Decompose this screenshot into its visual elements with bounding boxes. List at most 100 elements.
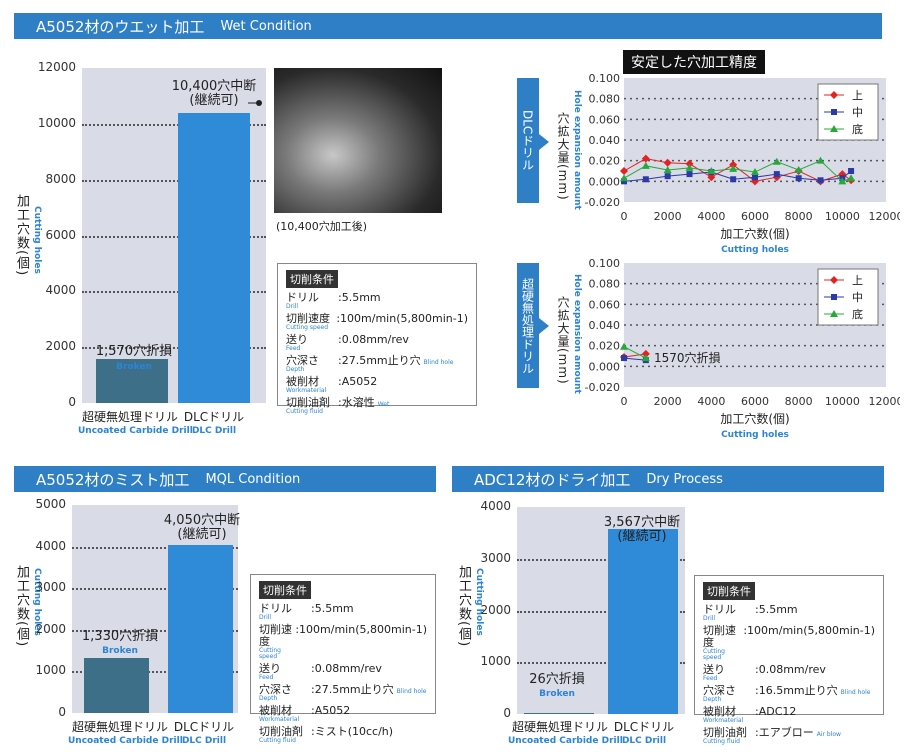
condition-value-text: :水溶性 bbox=[338, 396, 375, 409]
series-line bbox=[623, 346, 647, 359]
condition-value-en: Blind hole bbox=[396, 688, 427, 695]
dry-annotation-uncoated-en: Broken bbox=[539, 689, 575, 699]
condition-value: :27.5mm止り穴 Blind hole bbox=[338, 355, 468, 369]
wet-y-tick: 6000 bbox=[45, 227, 76, 242]
condition-key-label-en: Cutting speed bbox=[703, 648, 725, 661]
mql-annotation-uncoated: 1,330穴折損 bbox=[81, 629, 159, 644]
x-axis-label: 加工穴数(個) bbox=[720, 226, 789, 241]
condition-key-label-en: Drill bbox=[703, 615, 716, 622]
x-tick-label: 2000 bbox=[654, 210, 682, 223]
marker-triangle bbox=[830, 125, 838, 132]
wet-y-axis-label: 加工穴数(個) bbox=[14, 194, 29, 277]
condition-row: 切削油剤 Cutting fluid:水溶性 Wet bbox=[286, 397, 468, 415]
condition-key-label-en: Cutting fluid bbox=[286, 408, 323, 415]
mql-y-tick: 1000 bbox=[35, 663, 66, 678]
condition-key: 穴深さ Depth bbox=[286, 355, 338, 373]
marker-diamond bbox=[641, 154, 650, 163]
section-title-dry: ADC12材のドライ加工 bbox=[474, 470, 631, 489]
section-title-wet-en: Wet Condition bbox=[220, 18, 312, 34]
marker-square bbox=[621, 355, 627, 362]
mql-category-dlc-en: DLC Drill bbox=[181, 736, 227, 746]
wet-grid-line bbox=[82, 347, 266, 350]
condition-value-text: :100m/min(5,800min-1) bbox=[743, 624, 875, 637]
marker-triangle bbox=[838, 177, 847, 185]
y-tick-label: 0.100 bbox=[589, 72, 621, 85]
cutting-conditions-mql: 切削条件 ドリル Drill:5.5mm 切削速度 Cutting speed:100m… bbox=[250, 574, 436, 744]
mql-y-tick: 2000 bbox=[35, 621, 66, 636]
marker-square bbox=[795, 175, 802, 182]
y-tick-label: 0.060 bbox=[589, 298, 621, 311]
x-tick-label: 0 bbox=[621, 210, 628, 223]
condition-row: 被削材 Workmaterial:A5052 bbox=[259, 705, 427, 723]
condition-key-label: 送り bbox=[286, 333, 308, 346]
condition-value-text: :A5052 bbox=[311, 704, 351, 717]
condition-value-en: Blind hole bbox=[840, 689, 871, 696]
mql-bar-uncoated bbox=[84, 657, 149, 713]
marker-square bbox=[817, 177, 824, 184]
tab-uncoated-drill: 超硬無処理ドリル bbox=[517, 263, 539, 388]
marker-diamond bbox=[729, 160, 738, 169]
x-tick-label: 4000 bbox=[697, 395, 725, 408]
condition-key: 切削油剤 Cutting fluid bbox=[259, 726, 311, 744]
condition-key-label: 切削油剤 bbox=[286, 396, 330, 409]
series-line bbox=[623, 357, 646, 361]
condition-row: 切削油剤 Cutting fluid:エアブロー Air blow bbox=[703, 727, 875, 745]
y-tick-label: -0.020 bbox=[585, 196, 620, 209]
mql-annotation-dlc-2: (継続可) bbox=[177, 527, 227, 542]
condition-key: ドリル Drill bbox=[259, 603, 311, 621]
legend-label: 中 bbox=[852, 291, 863, 304]
wet-y-tick: 4000 bbox=[45, 283, 76, 298]
section-title-dry-en: Dry Process bbox=[646, 471, 723, 487]
dlc-precision-y-label-en: Hole expansion amount bbox=[572, 90, 582, 210]
wet-grid-line bbox=[82, 123, 266, 126]
condition-row: ドリル Drill:5.5mm bbox=[286, 292, 468, 310]
condition-key: 穴深さ Depth bbox=[259, 684, 311, 702]
legend-label: 上 bbox=[852, 274, 863, 287]
dry-annotation-uncoated: 26穴折損 bbox=[529, 672, 585, 687]
condition-row: ドリル Drill:5.5mm bbox=[703, 604, 875, 622]
condition-key-label-en: Cutting speed bbox=[259, 647, 281, 660]
mql-category-uncoated-en: Uncoated Carbide Drill bbox=[68, 736, 183, 746]
dlc-precision-y-label: 穴拡大量(mm) bbox=[556, 112, 570, 201]
mql-category-uncoated: 超硬無処理ドリル bbox=[71, 720, 168, 734]
mql-y-axis-label-en: Cutting holes bbox=[32, 568, 42, 636]
wet-annotation-dlc-1: 10,400穴中断 bbox=[171, 79, 257, 94]
y-tick-label: 0.000 bbox=[589, 175, 621, 188]
condition-value: :100m/min(5,800min-1) bbox=[743, 625, 875, 637]
condition-key-label-en: Cutting fluid bbox=[703, 738, 740, 745]
condition-value-en: Blind hole bbox=[423, 359, 454, 366]
marker-diamond bbox=[641, 349, 650, 358]
condition-value-text: :0.08mm/rev bbox=[311, 662, 382, 675]
mql-category-dlc: DLCドリル bbox=[173, 720, 235, 734]
wet-y-tick: 12000 bbox=[37, 60, 76, 74]
condition-value-text: :0.08mm/rev bbox=[755, 663, 826, 676]
y-tick-label: 0.100 bbox=[589, 257, 621, 270]
condition-row: 穴深さ Depth:27.5mm止り穴 Blind hole bbox=[259, 684, 427, 702]
marker-triangle bbox=[772, 157, 781, 165]
dry-y-tick: 1000 bbox=[480, 654, 511, 669]
dry-y-axis-label-en: Cutting holes bbox=[474, 568, 484, 636]
condition-value-en: Wet bbox=[377, 401, 390, 408]
marker-diamond bbox=[685, 159, 694, 168]
condition-key-label-en: Drill bbox=[259, 614, 272, 621]
condition-value-text: :0.08mm/rev bbox=[338, 333, 409, 346]
tab-dlc-drill: DLCドリル bbox=[517, 78, 539, 203]
conditions-title: 切削条件 bbox=[703, 582, 755, 600]
wet-y-tick: 8000 bbox=[45, 171, 76, 186]
unc-precision-y-label-en: Hole expansion amount bbox=[572, 274, 582, 394]
condition-key-label-en: Workmaterial bbox=[259, 716, 300, 723]
marker-triangle bbox=[794, 165, 803, 173]
dry-grid-line bbox=[517, 610, 685, 613]
condition-row: 切削速度 Cutting speed:100m/min(5,800min-1) bbox=[259, 624, 427, 660]
marker-square bbox=[831, 109, 837, 115]
dry-grid-line bbox=[517, 558, 685, 561]
mql-bar-dlc bbox=[168, 544, 233, 713]
condition-key: 切削油剤 Cutting fluid bbox=[286, 397, 338, 415]
condition-value: :5.5mm bbox=[311, 603, 427, 615]
condition-key-label: 送り bbox=[703, 663, 725, 676]
wet-category-uncoated-en: Uncoated Carbide Drill bbox=[78, 426, 193, 436]
condition-key: 穴深さ Depth bbox=[703, 685, 755, 703]
dry-y-tick: 0 bbox=[503, 706, 511, 720]
section-header-wet: A5052材のウエット加工 Wet Condition bbox=[14, 13, 882, 39]
series-line bbox=[623, 353, 646, 358]
